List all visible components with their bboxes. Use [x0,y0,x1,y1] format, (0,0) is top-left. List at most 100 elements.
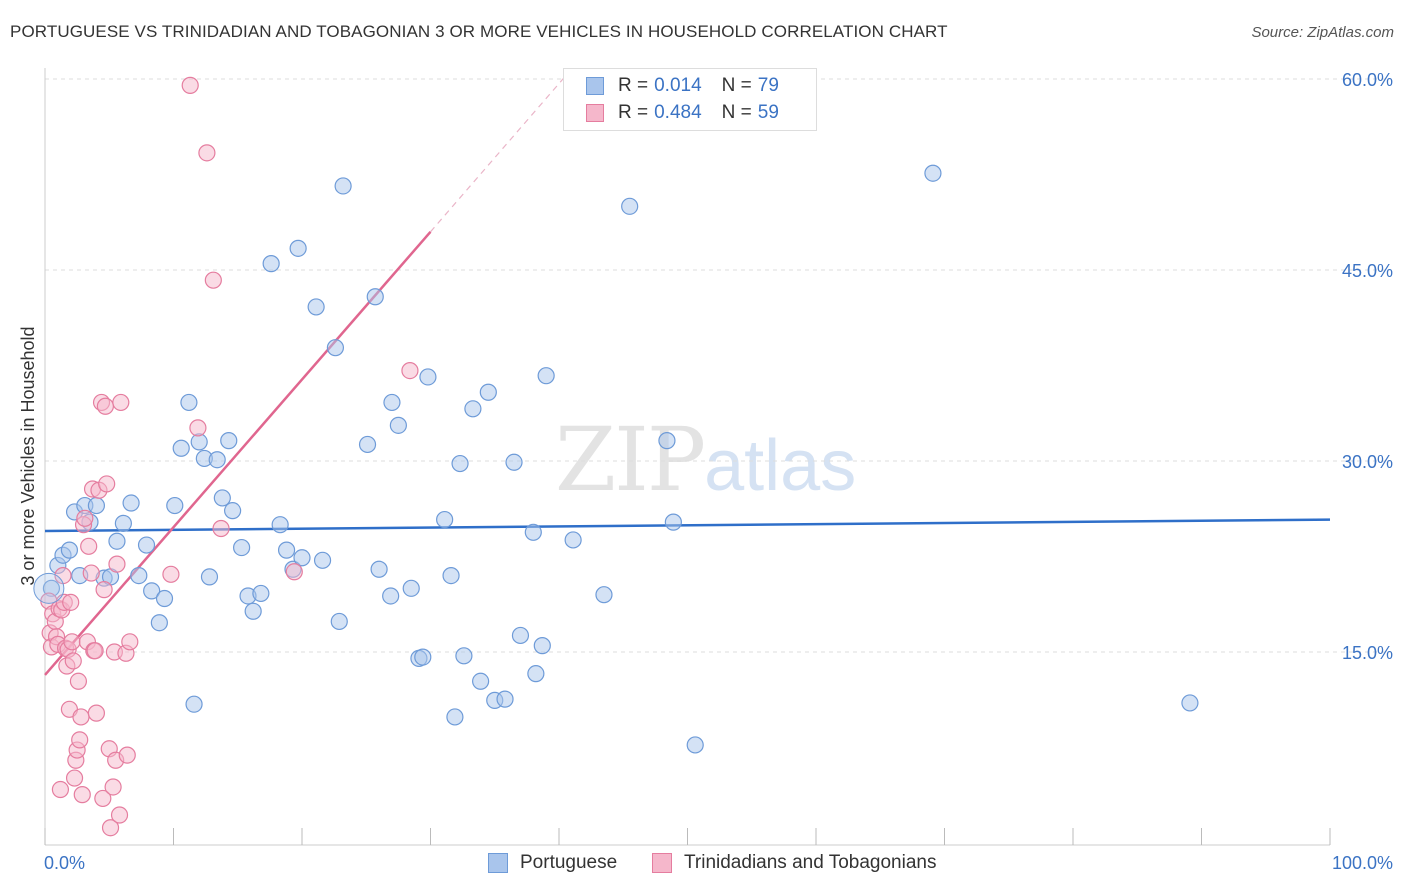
point-trinidadian [112,393,130,412]
point-trinidadian [162,565,180,583]
legend-r-value: 0.014 [654,75,702,96]
point-trinidadian [98,475,116,493]
trend-line-pink-extension [430,65,575,233]
point-portuguese [87,496,106,515]
point-portuguese [220,432,238,450]
point-portuguese-large [33,572,65,604]
gridlines [45,78,1390,653]
point-portuguese [664,513,682,531]
point-trinidadian [71,731,89,749]
bottom-legend-swatch-blue [488,853,508,873]
point-portuguese [244,602,262,620]
point-trinidadian [94,789,112,808]
point-portuguese [122,494,140,512]
point-trinidadian [285,563,303,581]
point-portuguese [414,648,432,666]
point-portuguese [208,451,226,469]
point-portuguese [658,432,676,450]
watermark-zip: ZIP [555,408,706,511]
point-portuguese [366,288,384,306]
point-trinidadian [51,780,70,799]
point-portuguese [172,439,190,457]
point-trinidadian [87,704,106,722]
trend-line-pink [44,230,432,676]
point-portuguese [686,736,704,754]
axis-labels: 15.0% 30.0% 45.0% 60.0% 0.0% 100.0% 3 or more … [18,70,1393,873]
legend: R = 0.014 N = 79 R = 0.484 N = 59 [563,68,817,131]
point-portuguese [166,496,184,515]
point-portuguese [464,400,482,418]
point-portuguese [313,551,332,569]
point-portuguese [262,255,280,273]
point-portuguese [326,339,345,357]
point-portuguese [451,454,469,473]
y-tick-label: 45.0% [1342,261,1393,281]
bottom-legend-label: Portuguese [520,852,618,873]
y-tick-label: 15.0% [1342,643,1393,663]
point-portuguese [233,538,251,557]
chart-title: PORTUGUESE VS TRINIDADIAN AND TOBAGONIAN… [10,22,948,41]
point-portuguese [505,453,523,471]
point-portuguese [293,549,311,567]
point-trinidadian [108,555,126,573]
point-trinidadian [118,746,136,764]
legend-swatch-pink [586,104,604,122]
legend-r-label: R = [618,102,649,123]
legend-r-value: 0.484 [654,102,702,123]
point-portuguese [185,695,203,713]
y-tick-label: 30.0% [1342,452,1393,472]
trend-lines [44,65,1331,676]
point-portuguese [924,164,942,182]
point-portuguese [155,589,174,608]
point-portuguese [564,531,582,549]
point-portuguese [252,584,270,603]
legend-n-value: 79 [757,75,779,96]
point-trinidadian [80,537,98,555]
point-trinidadian [82,564,100,582]
point-portuguese [511,626,530,645]
point-portuguese [537,367,555,385]
point-trinidadian [73,786,91,804]
point-trinidadian [64,652,82,670]
point-portuguese [150,614,168,632]
legend-n-label: N = [721,75,752,96]
trend-line-blue [44,518,1331,533]
point-trinidadian [69,672,88,690]
point-trinidadian [63,633,81,651]
point-portuguese [389,416,407,434]
watermark-atlas: atlas [704,426,857,506]
point-trinidadian [96,397,114,415]
bottom-legend-portuguese: Portuguese [488,852,617,874]
point-portuguese [271,516,289,534]
point-trinidadian [62,593,80,611]
point-portuguese [383,393,401,412]
point-portuguese [277,541,296,559]
point-portuguese [436,510,454,529]
point-portuguese [180,393,198,412]
point-portuguese [60,541,79,559]
legend-n-value: 59 [757,102,779,123]
point-trinidadian [212,519,230,538]
x-tick-label: 0.0% [44,853,85,873]
bottom-legend: Portuguese Trinidadians and Tobagonians [0,852,1406,876]
point-portuguese [143,582,161,600]
point-portuguese [370,560,388,578]
point-trinidadian [104,778,122,796]
point-trinidadian [189,419,207,437]
source-credit: Source: ZipAtlas.com [1251,24,1394,41]
point-trinidadian [204,271,222,289]
point-trinidadian [181,76,199,94]
point-portuguese [527,665,545,683]
point-trinidadian [198,144,216,162]
point-trinidadian [121,633,139,651]
point-portuguese [334,177,352,195]
point-portuguese [307,298,325,316]
point-portuguese [419,368,437,386]
bottom-legend-label: Trinidadians and Tobagonians [684,852,937,873]
point-portuguese [496,690,514,708]
data-points [33,76,1199,837]
point-portuguese [524,523,542,541]
axes [44,68,1331,846]
point-portuguese [446,708,464,726]
